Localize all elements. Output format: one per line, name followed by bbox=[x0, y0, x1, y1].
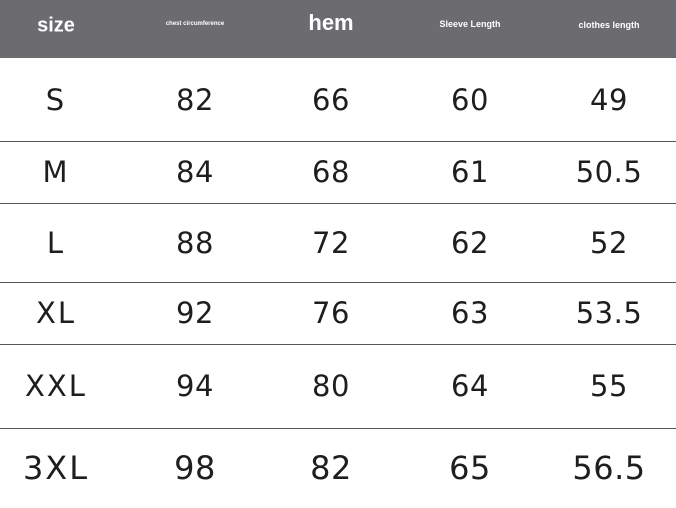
measure-cell: 62 bbox=[451, 225, 489, 260]
measure-cell: 98 bbox=[174, 449, 216, 487]
measure-cell: 88 bbox=[176, 225, 214, 260]
row-separator bbox=[0, 344, 676, 345]
measure-cell: 56.5 bbox=[572, 449, 646, 487]
measure-cell: 63 bbox=[451, 296, 489, 330]
header-cell: clothes length bbox=[578, 20, 640, 30]
measure-cell: 53.5 bbox=[575, 296, 643, 330]
measure-cell: 92 bbox=[176, 296, 214, 330]
header-cell: Sleeve Length bbox=[439, 19, 501, 29]
size-label: XL bbox=[35, 296, 77, 330]
header-cell: chest circumference bbox=[165, 21, 225, 27]
measure-cell: 82 bbox=[176, 82, 214, 117]
size-label: S bbox=[45, 82, 67, 117]
measure-cell: 94 bbox=[176, 369, 214, 403]
row-separator bbox=[0, 203, 676, 204]
row-separator bbox=[0, 282, 676, 283]
measure-cell: 49 bbox=[590, 82, 628, 117]
measure-cell: 84 bbox=[176, 155, 214, 189]
header-cell: size bbox=[37, 14, 75, 37]
measure-cell: 52 bbox=[590, 225, 628, 260]
measure-cell: 76 bbox=[312, 296, 350, 330]
measure-cell: 80 bbox=[312, 369, 350, 403]
header-row bbox=[0, 0, 676, 58]
measure-cell: 65 bbox=[449, 449, 491, 487]
measure-cell: 50.5 bbox=[575, 155, 643, 189]
measure-cell: 66 bbox=[312, 82, 350, 117]
row-separator bbox=[0, 141, 676, 142]
size-label: L bbox=[46, 225, 66, 260]
measure-cell: 72 bbox=[312, 225, 350, 260]
measure-cell: 68 bbox=[312, 155, 350, 189]
measure-cell: 64 bbox=[451, 369, 489, 403]
header-cell: hem bbox=[308, 10, 354, 35]
row-separator bbox=[0, 428, 676, 429]
size-label: XXL bbox=[25, 369, 87, 403]
size-label: 3XL bbox=[22, 449, 90, 487]
size-label: M bbox=[42, 155, 70, 189]
measure-cell: 60 bbox=[451, 82, 489, 117]
measure-cell: 55 bbox=[590, 369, 628, 403]
measure-cell: 61 bbox=[451, 155, 489, 189]
measure-cell: 82 bbox=[310, 449, 352, 487]
